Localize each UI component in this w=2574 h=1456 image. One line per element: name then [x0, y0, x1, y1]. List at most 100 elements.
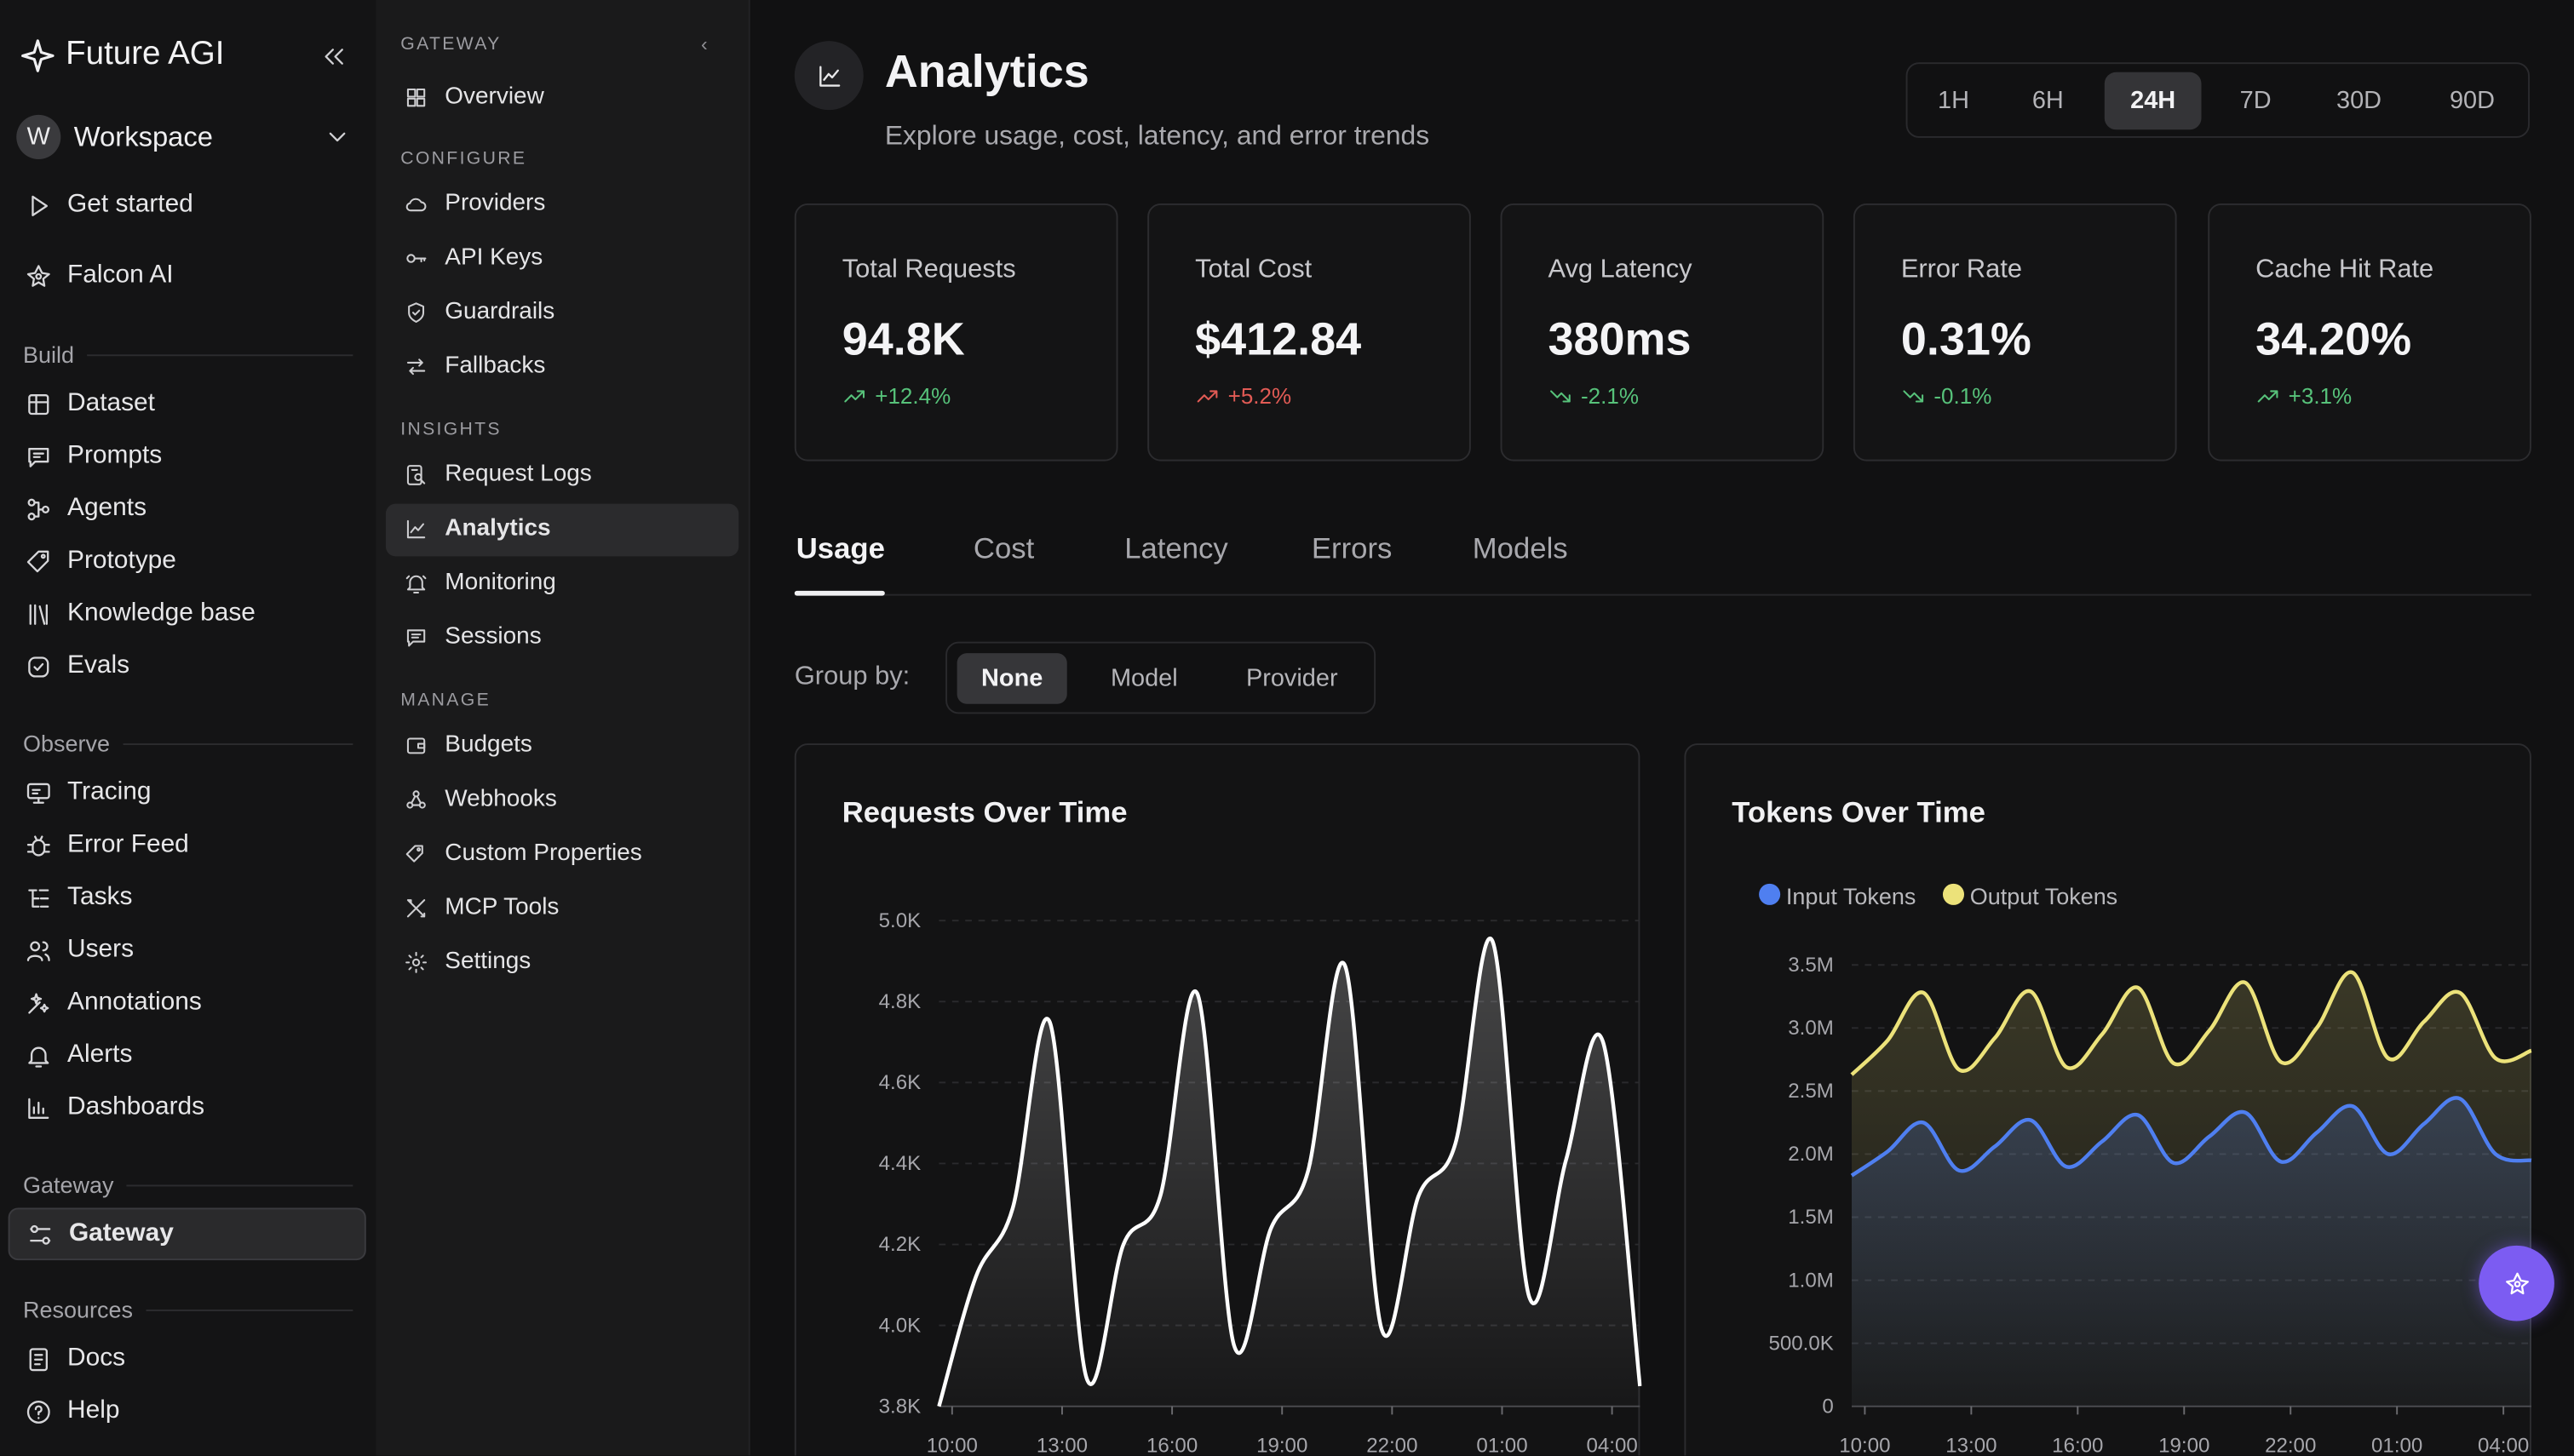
nav-help[interactable]: Help [25, 1391, 119, 1430]
nav-active-highlight [8, 1207, 366, 1261]
chevron-down-icon [329, 132, 346, 142]
nav-get-started[interactable]: Get started [25, 186, 193, 225]
x-tick-label: 01:00 [2371, 1435, 2422, 1456]
range-6h-button[interactable]: 6H [2031, 87, 2064, 115]
group-by-selector: None Model Provider [945, 641, 1376, 714]
nav-tasks[interactable]: Tasks [25, 878, 132, 917]
nav-agents[interactable]: Agents [25, 489, 147, 528]
nav-label: Prototype [67, 546, 176, 575]
nav-error-feed[interactable]: Error Feed [25, 825, 189, 864]
nav-falcon-ai[interactable]: Falcon AI [25, 256, 174, 295]
stat-value: 34.20% [2255, 313, 2412, 364]
legend-label: Output Tokens [1970, 884, 2117, 909]
nav-label: Alerts [67, 1040, 133, 1069]
subnav-api-keys[interactable]: API Keys [404, 239, 543, 275]
tab-latency[interactable]: Latency [1124, 531, 1228, 565]
chat-icon [406, 628, 426, 646]
stat-card-total-requests: Total Requests 94.8K +12.4% [794, 203, 1118, 461]
page-title: Analytics [884, 45, 1089, 97]
nav-label: Docs [67, 1344, 126, 1373]
tokens-chart-panel: Tokens Over Time 0 500.0K 1.0M 1.5M 2.0M 2.5M… [1684, 743, 2532, 1456]
subnav-fallbacks[interactable]: Fallbacks [404, 348, 545, 384]
nav-label: Agents [67, 494, 147, 522]
subnav-label: Settings [445, 948, 531, 975]
stat-value: 380ms [1548, 313, 1692, 364]
nav-prompts[interactable]: Prompts [25, 437, 162, 476]
range-7d-button[interactable]: 7D [2239, 87, 2272, 115]
subnav-budgets[interactable]: Budgets [404, 727, 532, 763]
nav-gateway[interactable]: Gateway [26, 1214, 174, 1253]
nav-dashboards[interactable]: Dashboards [25, 1088, 204, 1127]
group-none-button[interactable]: None [957, 653, 1067, 704]
x-tick-label: 10:00 [927, 1435, 978, 1456]
y-tick-label: 4.8K [879, 990, 922, 1013]
nav-users[interactable]: Users [25, 931, 134, 970]
tab-cost[interactable]: Cost [973, 531, 1035, 565]
y-tick-label: 5.0K [879, 909, 922, 932]
tab-errors[interactable]: Errors [1311, 531, 1393, 565]
nav-prototype[interactable]: Prototype [25, 542, 176, 581]
range-90d-button[interactable]: 90D [2449, 87, 2496, 115]
stat-label: Error Rate [1900, 255, 2023, 284]
range-30d-button[interactable]: 30D [2336, 87, 2382, 115]
nav-evals[interactable]: Evals [25, 646, 129, 685]
group-provider-button[interactable]: Provider [1245, 664, 1338, 693]
subnav-settings[interactable]: Settings [404, 943, 531, 979]
grid-icon [406, 88, 426, 106]
tab-models[interactable]: Models [1472, 531, 1568, 565]
nav-knowledge-base[interactable]: Knowledge base [25, 594, 256, 633]
workspace-switcher[interactable]: W Workspace [16, 113, 358, 161]
analytics-main: Analytics Explore usage, cost, latency, … [750, 0, 2574, 1456]
subnav-collapse-icon[interactable]: ‹ [700, 32, 708, 56]
x-tick-label: 19:00 [2158, 1435, 2209, 1456]
nav-annotations[interactable]: Annotations [25, 983, 202, 1022]
tokens-over-time-chart: 0 500.0K 1.0M 1.5M 2.0M 2.5M 3.0M 3.5M 10:00 13:0… [1759, 883, 2532, 1456]
subnav-analytics[interactable]: Analytics [404, 510, 551, 546]
nav-docs[interactable]: Docs [25, 1339, 125, 1379]
workspace-name: Workspace [73, 120, 214, 152]
falcon-assistant-button[interactable] [2479, 1245, 2554, 1321]
y-tick-label: 4.2K [879, 1233, 922, 1256]
line-chart-icon [819, 65, 840, 86]
subnav-label: Guardrails [445, 298, 555, 325]
nav-label: Falcon AI [67, 261, 174, 289]
sliders-icon [30, 1224, 51, 1244]
analytics-header-icon [794, 41, 864, 111]
key-icon [406, 253, 427, 262]
y-tick-label: 0 [1822, 1395, 1833, 1418]
stat-label: Cache Hit Rate [2255, 255, 2434, 284]
subnav-webhooks[interactable]: Webhooks [404, 781, 557, 817]
nav-label: Knowledge base [67, 599, 256, 628]
brand-logo[interactable]: Future AGI [20, 36, 224, 73]
x-tick-label: 13:00 [1037, 1435, 1088, 1456]
nav-label: Annotations [67, 988, 202, 1016]
range-1h-button[interactable]: 1H [1937, 87, 1969, 115]
nav-tracing[interactable]: Tracing [25, 773, 152, 812]
tab-usage[interactable]: Usage [796, 531, 885, 565]
tags-icon [405, 844, 423, 862]
collapse-sidebar-button[interactable] [320, 43, 348, 78]
x-tick-label: 10:00 [1839, 1435, 1890, 1456]
help-circle-icon [26, 1400, 50, 1423]
trend-down-icon [1903, 390, 1924, 403]
nav-label: Tracing [67, 777, 152, 806]
y-tick-label: 2.0M [1788, 1143, 1834, 1166]
x-tick-label: 22:00 [1366, 1435, 1417, 1456]
subnav-overview[interactable]: Overview [404, 79, 544, 115]
subnav-label: Overview [445, 83, 544, 111]
subnav-providers[interactable]: Providers [404, 186, 545, 221]
stat-delta: -0.1% [1901, 384, 1991, 409]
subnav-monitoring[interactable]: Monitoring [404, 565, 556, 600]
subnav-mcp-tools[interactable]: MCP Tools [404, 890, 559, 926]
subnav-guardrails[interactable]: Guardrails [404, 294, 554, 330]
nav-dataset[interactable]: Dataset [25, 384, 155, 423]
subnav-request-logs[interactable]: Request Logs [404, 456, 592, 492]
subnav-sessions[interactable]: Sessions [404, 619, 542, 655]
nav-label: Dashboards [67, 1092, 205, 1121]
stat-card-error-rate: Error Rate 0.31% -0.1% [1853, 203, 2177, 461]
subnav-custom-properties[interactable]: Custom Properties [404, 835, 642, 871]
nav-alerts[interactable]: Alerts [25, 1035, 132, 1075]
range-24h-button[interactable]: 24H [2104, 72, 2202, 130]
wallet-icon [406, 737, 426, 754]
group-model-button[interactable]: Model [1110, 664, 1178, 693]
